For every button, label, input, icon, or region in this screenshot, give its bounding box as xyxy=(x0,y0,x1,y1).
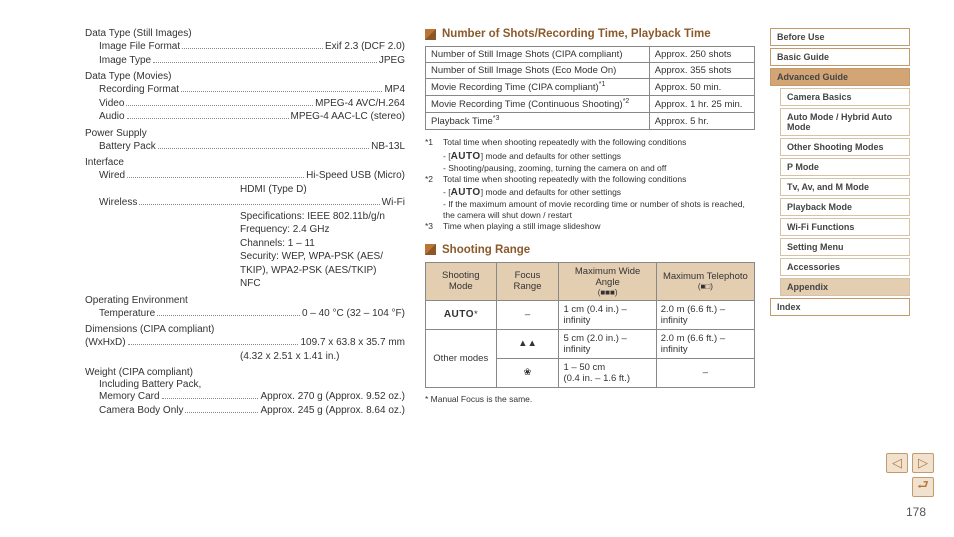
spec-group-label: Operating Environment xyxy=(85,295,405,306)
nav-item[interactable]: Wi-Fi Functions xyxy=(780,218,910,236)
section-bullet-icon xyxy=(425,29,436,40)
nav-item[interactable]: Other Shooting Modes xyxy=(780,138,910,156)
spec-group-label: Power Supply xyxy=(85,128,405,139)
spec-group-label: Data Type (Movies) xyxy=(85,71,405,82)
table-row: Playback Time*3Approx. 5 hr. xyxy=(426,113,755,130)
spec-continuation: Frequency: 2.4 GHz xyxy=(85,223,405,237)
table-header: Focus Range xyxy=(496,262,559,300)
table-header: Shooting Mode xyxy=(426,262,497,300)
spec-group-label: Dimensions (CIPA compliant) xyxy=(85,324,405,335)
spec-row: Image File FormatExif 2.3 (DCF 2.0) xyxy=(85,40,405,54)
footnote-sub: - [AUTO] mode and defaults for other set… xyxy=(425,186,755,199)
table-row: Other modes▲▲5 cm (2.0 in.) – infinity2.… xyxy=(426,329,755,358)
section-title: Number of Shots/Recording Time, Playback… xyxy=(442,28,711,40)
spec-continuation: HDMI (Type D) xyxy=(85,183,405,197)
table-row: AUTO*–1 cm (0.4 in.) – infinity2.0 m (6.… xyxy=(426,300,755,329)
table-row: Movie Recording Time (CIPA compliant)*1A… xyxy=(426,79,755,96)
nav-item[interactable]: Before Use xyxy=(770,28,910,46)
nav-item[interactable]: Tv, Av, and M Mode xyxy=(780,178,910,196)
spec-row: Image TypeJPEG xyxy=(85,54,405,68)
spec-sublabel: Including Battery Pack, xyxy=(85,379,405,390)
spec-column: Data Type (Still Images)Image File Forma… xyxy=(85,28,425,421)
spec-row: VideoMPEG-4 AVC/H.264 xyxy=(85,97,405,111)
table-row: Number of Still Image Shots (CIPA compli… xyxy=(426,47,755,63)
section-title: Shooting Range xyxy=(442,244,530,256)
nav-item[interactable]: Accessories xyxy=(780,258,910,276)
nav-item[interactable]: Camera Basics xyxy=(780,88,910,106)
range-table: Shooting ModeFocus RangeMaximum Wide Ang… xyxy=(425,262,755,388)
footnote-sub: - Shooting/pausing, zooming, turning the… xyxy=(425,163,755,174)
spec-continuation: TKIP), WPA2-PSK (AES/TKIP) xyxy=(85,264,405,278)
page-nav-buttons: ◁ ▷ ⮐ xyxy=(886,453,934,497)
nav-item[interactable]: Playback Mode xyxy=(780,198,910,216)
section-bullet-icon xyxy=(425,244,436,255)
table-row: Number of Still Image Shots (Eco Mode On… xyxy=(426,63,755,79)
spec-continuation: (4.32 x 2.51 x 1.41 in.) xyxy=(85,350,405,364)
nav-item[interactable]: Setting Menu xyxy=(780,238,910,256)
range-note: * Manual Focus is the same. xyxy=(425,394,755,405)
spec-row: Recording FormatMP4 xyxy=(85,83,405,97)
spec-group-label: Weight (CIPA compliant) xyxy=(85,367,405,378)
shots-table: Number of Still Image Shots (CIPA compli… xyxy=(425,46,755,130)
nav-item[interactable]: Auto Mode / Hybrid Auto Mode xyxy=(780,108,910,136)
spec-continuation: Security: WEP, WPA-PSK (AES/ xyxy=(85,250,405,264)
return-button[interactable]: ⮐ xyxy=(912,477,934,497)
spec-row: Camera Body Only Approx. 245 g (Approx. … xyxy=(85,404,405,418)
spec-row: AudioMPEG-4 AAC-LC (stereo) xyxy=(85,110,405,124)
nav-item[interactable]: Appendix xyxy=(780,278,910,296)
page-number: 178 xyxy=(906,505,926,519)
spec-continuation: Specifications: IEEE 802.11b/g/n xyxy=(85,210,405,224)
footnote: *3Time when playing a still image slides… xyxy=(425,221,755,232)
prev-page-button[interactable]: ◁ xyxy=(886,453,908,473)
spec-row: WirelessWi-Fi xyxy=(85,196,405,210)
spec-row: Temperature0 – 40 °C (32 – 104 °F) xyxy=(85,307,405,321)
next-page-button[interactable]: ▷ xyxy=(912,453,934,473)
table-header: Maximum Telephoto(■□) xyxy=(656,262,754,300)
section-header-range: Shooting Range xyxy=(425,244,755,256)
spec-row: Memory CardApprox. 270 g (Approx. 9.52 o… xyxy=(85,390,405,404)
table-row: Movie Recording Time (Continuous Shootin… xyxy=(426,96,755,113)
spec-continuation: NFC xyxy=(85,277,405,291)
spec-row: Battery Pack NB-13L xyxy=(85,140,405,154)
section-header-shots: Number of Shots/Recording Time, Playback… xyxy=(425,28,755,40)
table-header: Maximum Wide Angle(■■■) xyxy=(559,262,656,300)
nav-item[interactable]: P Mode xyxy=(780,158,910,176)
content-column: Number of Shots/Recording Time, Playback… xyxy=(425,28,770,421)
nav-sidebar: Before Use Basic Guide Advanced Guide Camer… xyxy=(770,28,910,421)
spec-group-label: Interface xyxy=(85,157,405,168)
shots-footnotes: *1Total time when shooting repeatedly wi… xyxy=(425,137,755,231)
nav-item[interactable]: Index xyxy=(770,298,910,316)
spec-continuation: Channels: 1 – 11 xyxy=(85,237,405,251)
spec-row: Wired Hi-Speed USB (Micro) xyxy=(85,169,405,183)
footnote: *1Total time when shooting repeatedly wi… xyxy=(425,137,755,148)
footnote-sub: - If the maximum amount of movie recordi… xyxy=(425,199,755,221)
footnote-sub: - [AUTO] mode and defaults for other set… xyxy=(425,150,755,163)
nav-item[interactable]: Advanced Guide xyxy=(770,68,910,86)
spec-group-label: Data Type (Still Images) xyxy=(85,28,405,39)
footnote: *2Total time when shooting repeatedly wi… xyxy=(425,174,755,185)
nav-item[interactable]: Basic Guide xyxy=(770,48,910,66)
spec-row: (WxHxD)109.7 x 63.8 x 35.7 mm xyxy=(85,336,405,350)
